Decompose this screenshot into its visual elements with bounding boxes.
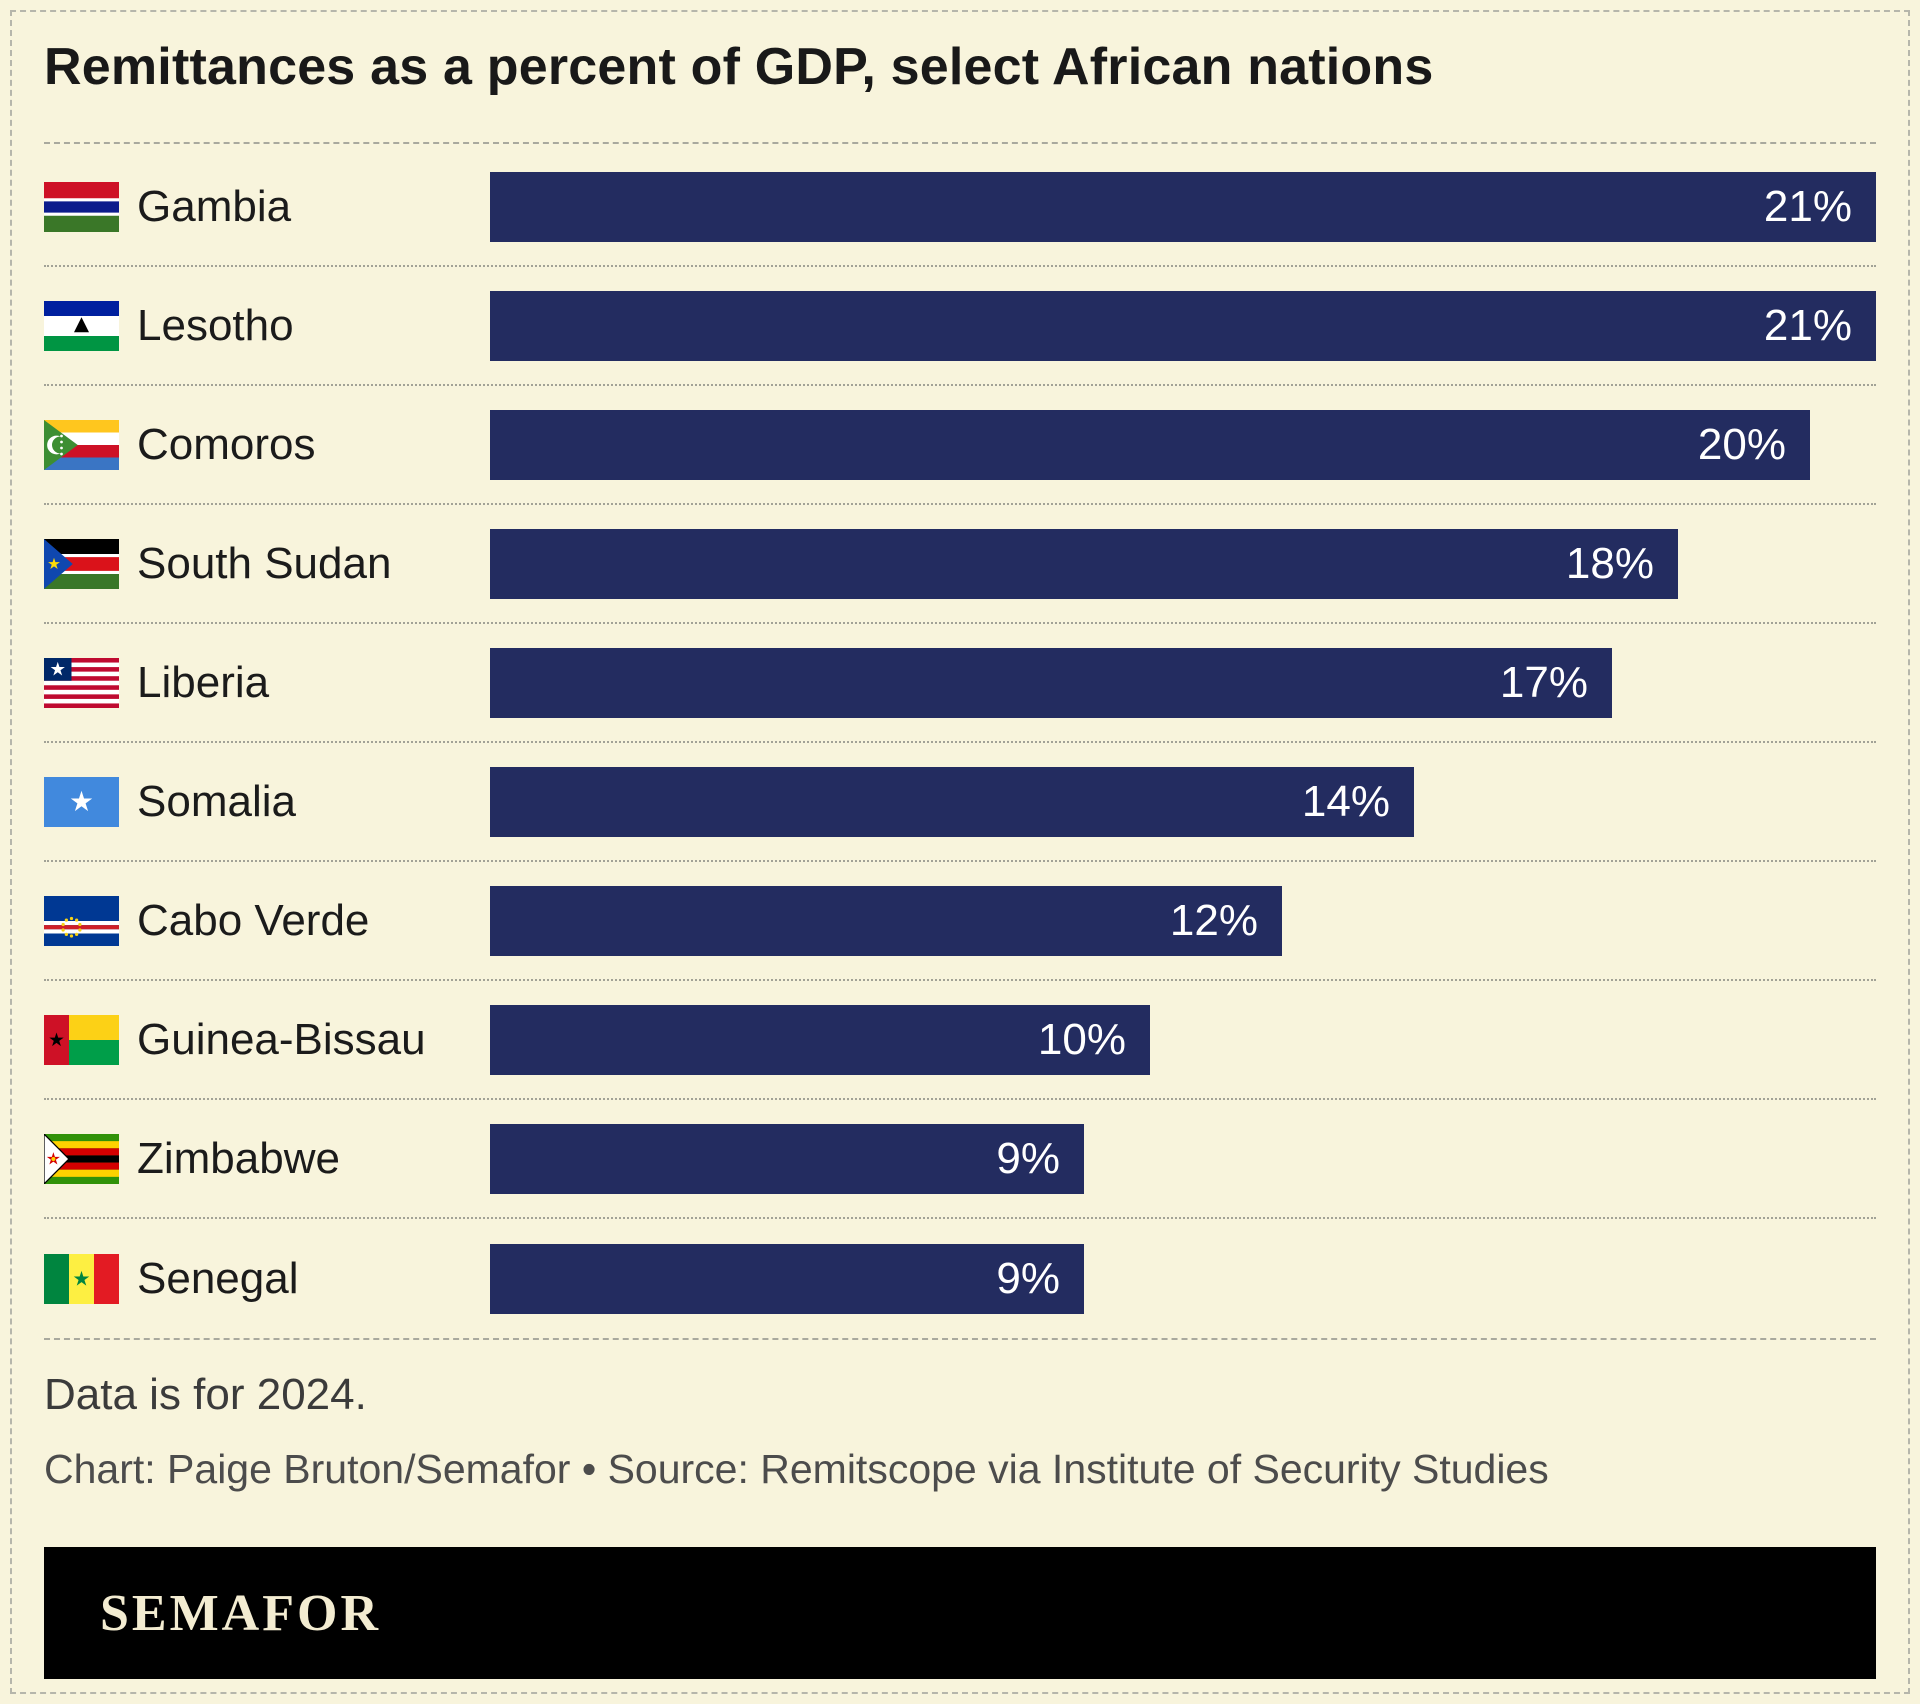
value-bar: 20% [490,409,1810,480]
country-label: Guinea-Bissau [137,1014,426,1064]
chart-row: Guinea-Bissau 10% [44,981,1876,1100]
country-label: Somalia [137,776,296,826]
chart-row: Somalia 14% [44,743,1876,862]
senegal-flag-icon [44,1253,119,1304]
row-label: Somalia [44,776,490,827]
bar-value-label: 18% [1565,538,1654,588]
bar-track: 21% [490,171,1876,242]
bar-track: 10% [490,1004,1876,1075]
chart-row: South Sudan 18% [44,505,1876,624]
chart-card: Remittances as a percent of GDP, select … [10,10,1910,1694]
bar-track: 9% [490,1243,1876,1314]
chart-row: Lesotho 21% [44,267,1876,386]
bar-track: 21% [490,290,1876,361]
country-label: Comoros [137,419,316,469]
value-bar: 21% [490,290,1876,361]
liberia-flag-icon [44,657,119,708]
semafor-logo-bar: SEMAFOR [44,1547,1876,1679]
row-label: Cabo Verde [44,895,490,946]
country-label: Gambia [137,181,292,231]
comoros-flag-icon [44,419,119,470]
chart-row: Cabo Verde 12% [44,862,1876,981]
row-label: Senegal [44,1253,490,1304]
bar-value-label: 21% [1763,300,1852,350]
row-label: Liberia [44,657,490,708]
bar-value-label: 20% [1697,419,1786,469]
value-bar: 10% [490,1004,1150,1075]
bar-value-label: 9% [996,1253,1060,1303]
value-bar: 9% [490,1243,1084,1314]
row-label: Guinea-Bissau [44,1014,490,1065]
value-bar: 17% [490,647,1612,718]
chart-row: Zimbabwe 9% [44,1100,1876,1219]
country-label: Senegal [137,1253,299,1303]
value-bar: 9% [490,1123,1084,1194]
bar-track: 12% [490,885,1876,956]
somalia-flag-icon [44,776,119,827]
country-label: Liberia [137,657,270,707]
bar-track: 17% [490,647,1876,718]
chart-row: Gambia 21% [44,148,1876,267]
south-sudan-flag-icon [44,538,119,589]
value-bar: 12% [490,885,1282,956]
value-bar: 21% [490,171,1876,242]
bar-chart: Gambia 21% Lesotho 21% [44,148,1876,1338]
semafor-wordmark: SEMAFOR [100,1584,381,1642]
bar-track: 20% [490,409,1876,480]
bar-value-label: 12% [1169,895,1258,945]
chart-title: Remittances as a percent of GDP, select … [44,38,1434,96]
bar-value-label: 21% [1763,181,1852,231]
bar-value-label: 17% [1499,657,1588,707]
guinea-bissau-flag-icon [44,1014,119,1065]
bar-track: 14% [490,766,1876,837]
bar-track: 18% [490,528,1876,599]
bar-value-label: 14% [1301,776,1390,826]
data-note: Data is for 2024. [44,1370,367,1419]
bar-value-label: 9% [996,1133,1060,1183]
cabo-verde-flag-icon [44,895,119,946]
value-bar: 14% [490,766,1414,837]
country-label: Cabo Verde [137,895,370,945]
divider-top [44,142,1876,144]
lesotho-flag-icon [44,300,119,351]
bar-track: 9% [490,1123,1876,1194]
country-label: Lesotho [137,300,294,350]
row-label: Comoros [44,419,490,470]
chart-row: Comoros 20% [44,386,1876,505]
zimbabwe-flag-icon [44,1133,119,1184]
row-label: South Sudan [44,538,490,589]
gambia-flag-icon [44,181,119,232]
country-label: South Sudan [137,538,392,588]
row-label: Zimbabwe [44,1133,490,1184]
chart-row: Liberia 17% [44,624,1876,743]
row-label: Gambia [44,181,490,232]
divider-bottom [44,1338,1876,1340]
credit-line: Chart: Paige Bruton/Semafor • Source: Re… [44,1446,1549,1492]
country-label: Zimbabwe [137,1133,340,1183]
value-bar: 18% [490,528,1678,599]
bar-value-label: 10% [1037,1014,1126,1064]
chart-row: Senegal 9% [44,1219,1876,1338]
row-label: Lesotho [44,300,490,351]
